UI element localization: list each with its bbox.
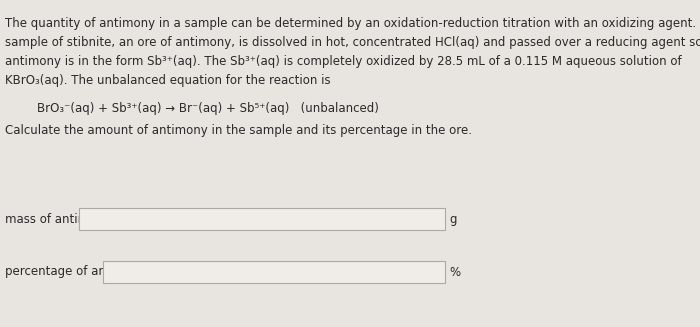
- Text: percentage of antimony:: percentage of antimony:: [6, 266, 150, 279]
- Text: The quantity of antimony in a sample can be determined by an oxidation-reduction: The quantity of antimony in a sample can…: [6, 17, 700, 30]
- Text: mass of antimony:: mass of antimony:: [6, 213, 114, 226]
- Text: g: g: [449, 213, 456, 226]
- Text: KBrO₃(aq). The unbalanced equation for the reaction is: KBrO₃(aq). The unbalanced equation for t…: [6, 74, 331, 87]
- Text: sample of stibnite, an ore of antimony, is dissolved in hot, concentrated HCl(aq: sample of stibnite, an ore of antimony, …: [6, 36, 700, 49]
- Text: %: %: [449, 266, 460, 279]
- Text: Calculate the amount of antimony in the sample and its percentage in the ore.: Calculate the amount of antimony in the …: [6, 124, 473, 137]
- Text: antimony is in the form Sb³⁺(aq). The Sb³⁺(aq) is completely oxidized by 28.5 mL: antimony is in the form Sb³⁺(aq). The Sb…: [6, 55, 682, 68]
- FancyBboxPatch shape: [103, 261, 445, 283]
- Text: BrO₃⁻(aq) + Sb³⁺(aq) → Br⁻(aq) + Sb⁵⁺(aq)   (unbalanced): BrO₃⁻(aq) + Sb³⁺(aq) → Br⁻(aq) + Sb⁵⁺(aq…: [37, 102, 379, 115]
- FancyBboxPatch shape: [79, 208, 445, 230]
